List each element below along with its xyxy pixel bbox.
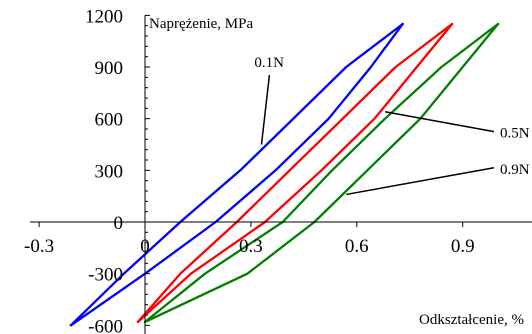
x-tick-label: 0.3 [239, 236, 263, 257]
axes-layer [30, 15, 532, 334]
curves-layer [69, 22, 500, 327]
series-0.1N-unloading-line [69, 22, 404, 327]
series-label-0.1N: 0.1N [254, 55, 284, 71]
y-tick-label: 300 [95, 161, 124, 182]
y-axis-title: Naprężenie, MPa [149, 16, 253, 32]
x-tick-label: -0.3 [24, 236, 54, 257]
x-tick-label: 0.9 [451, 236, 475, 257]
x-axis-title: Odkształcenie, % [419, 312, 524, 328]
series-0.9N-unloading-line [143, 22, 500, 324]
leader-line-0.1N [260, 74, 271, 145]
series-label-0.9N: 0.9N [500, 162, 530, 178]
series-0.5N-unloading-line [136, 22, 454, 324]
series-label-0.5N: 0.5N [500, 126, 530, 142]
y-tick-label: 900 [95, 58, 124, 79]
series-0.5N-loading-line [136, 22, 454, 324]
leader-line-0.9N [346, 167, 495, 196]
annotations-layer: 0.1N 0.5N 0.9N [254, 55, 530, 196]
y-tick-label: 600 [95, 110, 124, 131]
leader-line-0.5N [384, 111, 495, 133]
x-tick-label: 0 [140, 236, 150, 257]
x-tick-label: 0.6 [345, 236, 369, 257]
ticks-layer: -600 -300 0 300 600 900 1200 -0.3 0 0.3 0.6 0.9 [24, 6, 475, 334]
y-tick-label: 0 [114, 213, 124, 234]
series-0.9N-loading-line [143, 22, 500, 324]
y-tick-label: -300 [88, 265, 123, 286]
y-tick-label: -600 [88, 316, 123, 334]
y-tick-label: 1200 [85, 6, 123, 27]
